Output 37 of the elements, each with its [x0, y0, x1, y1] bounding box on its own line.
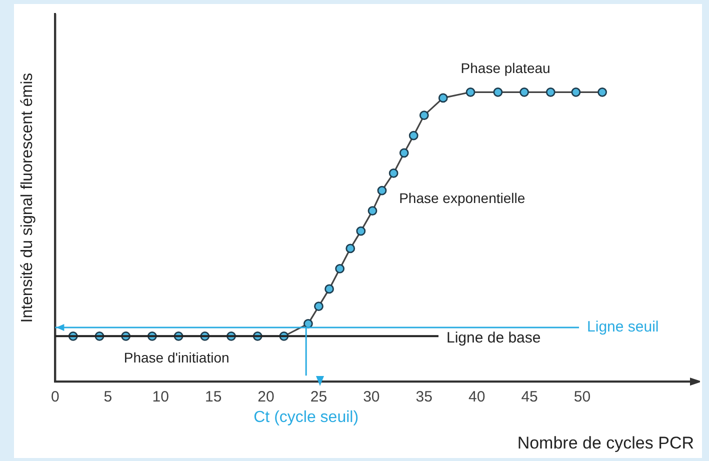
- point: [546, 87, 556, 97]
- text: Phase plateau: [460, 60, 550, 76]
- point: [598, 87, 607, 97]
- point: [466, 87, 476, 97]
- point: [520, 87, 529, 97]
- x-tick-label: 5: [104, 388, 112, 406]
- point: [335, 264, 345, 274]
- x-tick-label: 45: [521, 388, 538, 406]
- point: [324, 284, 334, 294]
- ref-line-label: Ligne seuil: [587, 318, 659, 336]
- point: [356, 226, 366, 236]
- x-tick-label: 40: [468, 388, 486, 406]
- x-tick-label: 50: [574, 388, 591, 406]
- point: [368, 206, 378, 216]
- point: [388, 168, 398, 178]
- x-tick-label: 15: [204, 388, 222, 406]
- point: [346, 244, 356, 254]
- x-tick-label: 30: [363, 388, 380, 406]
- x-tick-label: 0: [51, 388, 60, 406]
- y-axis-title: Intensité du signal fluorescent émis: [19, 72, 36, 323]
- x-tick-label: 35: [416, 388, 432, 406]
- point: [438, 93, 448, 103]
- ref-line-label: Ct (cycle seuil): [254, 409, 359, 426]
- point: [493, 87, 503, 97]
- x-tick-label: 20: [258, 388, 274, 406]
- point: [408, 130, 418, 140]
- point: [571, 87, 581, 97]
- x-axis-title: Nombre de cycles PCR: [517, 433, 694, 452]
- ref-line-label: Ligne de base: [446, 329, 541, 346]
- point: [399, 148, 409, 158]
- x-tick-label: 10: [152, 388, 169, 406]
- point: [314, 302, 324, 312]
- annotation: Phase d'initiation: [124, 349, 230, 366]
- annotation: Phase exponentielle: [399, 190, 526, 206]
- x-tick-label: 25: [310, 388, 328, 406]
- point: [419, 110, 429, 120]
- point: [377, 186, 387, 196]
